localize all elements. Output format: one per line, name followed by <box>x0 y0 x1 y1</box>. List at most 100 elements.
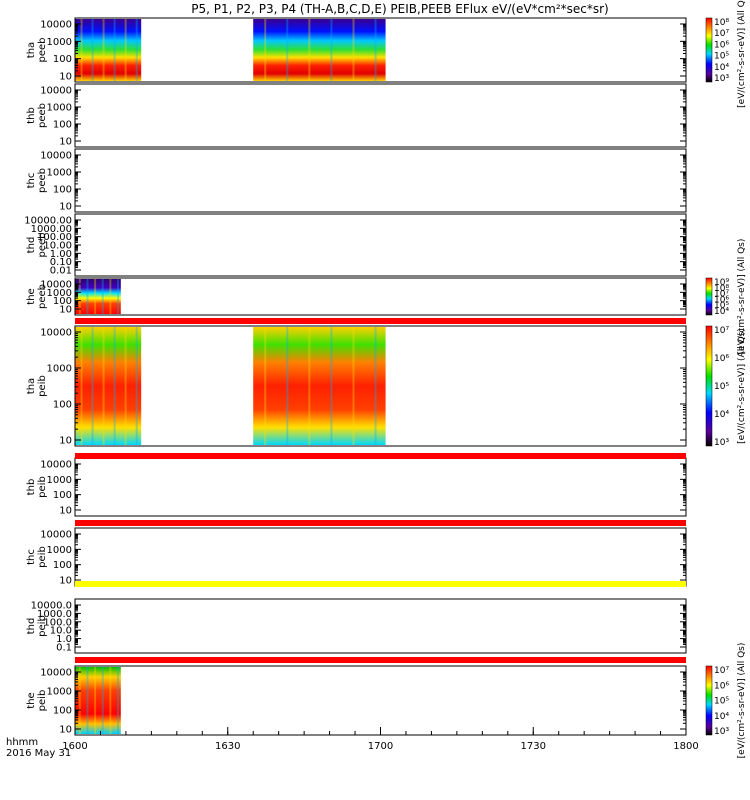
panel-label: thd <box>26 618 37 635</box>
spectrogram-stripe <box>135 327 138 445</box>
colorbar-label: 10⁷ <box>714 666 729 676</box>
y-tick-label: 1000 <box>47 168 72 179</box>
panel-frame <box>74 457 687 517</box>
panel-label: peib <box>37 615 48 637</box>
spectrogram-block <box>75 279 121 314</box>
spectrogram-block <box>253 327 386 445</box>
spectrogram-stripe <box>135 19 138 81</box>
panel-label: thc <box>26 549 37 565</box>
y-tick-label: 100 <box>53 490 72 501</box>
colorbar-unit: [eV/(cm²-s-sr-eV)] (All Qs) <box>737 0 747 108</box>
colorbar-label: 10⁷ <box>714 290 729 300</box>
colorbar-label: 10⁴ <box>714 307 729 317</box>
spectrogram-stripe <box>308 327 311 445</box>
colorbar-label: 10⁸ <box>714 284 729 294</box>
spectrogram-stripe <box>102 327 105 445</box>
panel-frame <box>74 325 687 447</box>
y-tick-label: 10000 <box>40 460 72 471</box>
spectrogram-stripe <box>286 327 289 445</box>
colorbar-label: 10⁸ <box>714 18 729 28</box>
time-axis: 1600 1630 1700 1730 1800 <box>62 727 699 752</box>
spectrogram-stripe <box>264 19 267 81</box>
spectrogram-stripe <box>330 19 333 81</box>
time-tick-label: 1800 <box>673 741 698 752</box>
panel-frame <box>74 665 687 736</box>
time-axis-corner-label: hhmm <box>6 737 38 748</box>
panel-label: tha <box>26 42 37 58</box>
panel-label: thb <box>26 107 37 124</box>
spectrogram-stripe <box>113 327 116 445</box>
spectrogram-stripe <box>101 279 104 314</box>
spectrogram-stripe <box>117 279 120 314</box>
y-tick-label: 10 <box>59 137 72 148</box>
panel-label: peib <box>37 690 48 712</box>
separator-bar <box>75 453 686 459</box>
spectrogram-stripe <box>308 19 311 81</box>
panel-label: peeb <box>37 284 48 309</box>
spectrogram-stripe <box>264 327 267 445</box>
colorbar-label: 10⁴ <box>714 712 729 722</box>
colorbar-label: 10⁵ <box>714 52 729 62</box>
spectrogram-stripe <box>86 667 89 734</box>
colorbar-label: 10⁷ <box>714 29 729 39</box>
colorbar-unit: [eV/(cm²-s-sr-eV)] (All Qs) <box>737 328 747 444</box>
spectrogram-stripe <box>91 19 94 81</box>
spectrogram-stripe <box>374 19 377 81</box>
spectrogram-stripe <box>374 327 377 445</box>
spectrogram-block <box>75 327 142 445</box>
colorbar <box>705 277 713 316</box>
colorbar-label: 10⁴ <box>714 410 729 420</box>
time-tick-label: 1730 <box>521 741 546 752</box>
spectrogram-stripe <box>94 667 97 734</box>
panel-frame <box>74 598 687 654</box>
y-tick-label: 1000 <box>47 687 72 698</box>
spectrogram-stripe <box>86 279 89 314</box>
time-tick-label: 1600 <box>62 741 87 752</box>
y-tick-label: 1.0 <box>56 634 72 645</box>
panel-label: tha <box>26 378 37 394</box>
colorbar-label: 10⁶ <box>714 40 729 50</box>
panel-frame <box>74 277 687 316</box>
colorbar-unit: [eV/(cm²-s-sr-eV)] (All Qs) <box>737 643 747 759</box>
y-tick-label: 1000 <box>47 475 72 486</box>
panel-label: the <box>26 288 37 304</box>
panel-label: the <box>26 692 37 708</box>
panel-label: thd <box>26 237 37 254</box>
colorbar-label: 10⁶ <box>714 354 729 364</box>
y-tick-label: 100 <box>53 706 72 717</box>
y-tick-label: 10000 <box>40 668 72 679</box>
y-tick-label: 10.0 <box>50 626 72 637</box>
spectrogram-stripe <box>101 667 104 734</box>
y-tick-label: 10 <box>59 202 72 213</box>
colorbar-label: 10³ <box>714 74 729 84</box>
time-axis-date: 2016 May 31 <box>6 748 71 759</box>
spectrogram-stripe <box>330 327 333 445</box>
panel-label: thc <box>26 173 37 189</box>
spectrogram-stripe <box>117 667 120 734</box>
spectrogram-stripe <box>113 19 116 81</box>
spectrogram-stripe <box>109 667 112 734</box>
y-tick-label: 1.00 <box>50 249 72 260</box>
spectrogram-stripe <box>124 19 127 81</box>
spectrogram-stripe <box>109 279 112 314</box>
y-tick-label: 10 <box>59 506 72 517</box>
y-tick-label: 100 <box>53 296 72 307</box>
y-tick-label: 100 <box>53 185 72 196</box>
y-tick-label: 100.0 <box>43 617 72 628</box>
panel-tha-peib: 10 100 1000 10000 tha peib 10³ 10⁴ 10⁵ 10⁶ 10⁷ [eV/… <box>26 325 747 448</box>
y-tick-label: 10 <box>59 576 72 587</box>
panel-label: peeb <box>37 168 48 193</box>
spectrogram-block <box>75 667 121 734</box>
panel-frame <box>74 213 687 277</box>
y-tick-label: 1000 <box>47 37 72 48</box>
panel-the-peib: 10 100 1000 10000 the peib 10³ 10⁴ 10⁵ 10⁶ 10⁷ [eV/… <box>26 643 747 759</box>
y-tick-label: 1000 <box>47 103 72 114</box>
panel-label: peeb <box>37 233 48 258</box>
